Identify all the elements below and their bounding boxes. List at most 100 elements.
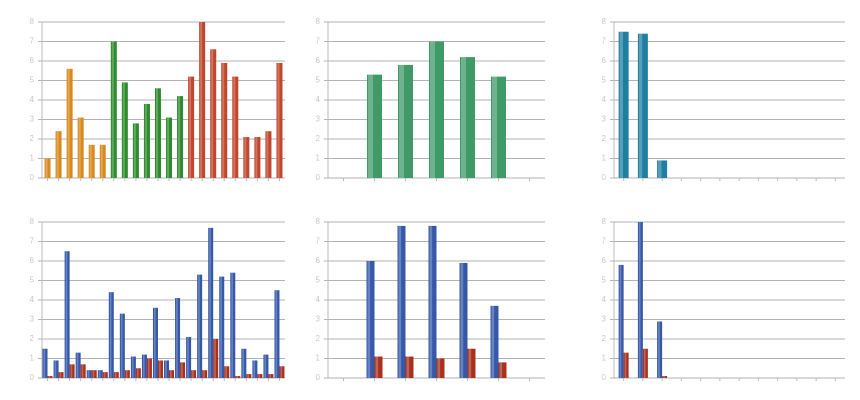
- bar: [397, 225, 406, 378]
- bar-shine: [136, 368, 139, 378]
- y-tick-label: 2: [316, 334, 321, 343]
- y-tick-label: 0: [316, 373, 321, 382]
- bar-shine: [247, 374, 250, 378]
- bar-shine: [658, 321, 660, 378]
- bar: [498, 362, 507, 378]
- bar: [276, 62, 283, 179]
- y-tick-label: 5: [316, 276, 321, 285]
- bar-shine: [45, 158, 48, 178]
- y-tick-label: 5: [316, 76, 321, 85]
- bar-shine: [153, 307, 156, 378]
- bar-shine: [114, 372, 117, 378]
- y-tick-label: 4: [602, 95, 607, 104]
- bar: [241, 348, 247, 378]
- y-tick-label: 6: [30, 56, 35, 65]
- y-tick-label: 2: [30, 134, 35, 143]
- bar: [618, 31, 629, 178]
- bar: [42, 348, 48, 378]
- bar-shine: [231, 272, 233, 378]
- bar-shine: [244, 137, 247, 178]
- y-tick-label: 4: [30, 95, 35, 104]
- y-tick-label: 8: [316, 217, 321, 226]
- bar: [180, 362, 186, 378]
- bar: [657, 321, 663, 378]
- bar-shine: [120, 313, 123, 378]
- bar: [254, 137, 261, 178]
- bar: [398, 64, 413, 178]
- bar: [97, 370, 103, 378]
- y-tick-label: 2: [30, 334, 35, 343]
- bar-shine: [429, 225, 433, 378]
- bar-shine: [189, 76, 192, 178]
- bar: [175, 298, 181, 378]
- bar: [274, 290, 280, 378]
- y-tick-label: 7: [30, 237, 35, 246]
- bar-shine: [242, 348, 245, 378]
- y-tick-label: 3: [316, 315, 321, 324]
- bar: [491, 76, 506, 178]
- bar: [135, 368, 141, 378]
- y-tick-label: 1: [602, 354, 607, 363]
- bar-shine: [214, 339, 216, 378]
- y-tick-label: 4: [316, 95, 321, 104]
- bar: [460, 57, 475, 178]
- y-tick-label: 2: [602, 334, 607, 343]
- bar-shine: [222, 62, 225, 179]
- bar: [86, 370, 92, 378]
- bar: [143, 103, 150, 178]
- bar-shine: [70, 364, 73, 378]
- y-tick-label: 1: [316, 154, 321, 163]
- bar: [47, 376, 53, 378]
- bar-shine: [181, 362, 183, 378]
- bar-shine: [165, 360, 167, 378]
- bar-shine: [142, 354, 145, 378]
- bar: [53, 360, 59, 378]
- bar: [246, 374, 252, 378]
- bar-shine: [81, 364, 84, 378]
- bar: [75, 352, 81, 378]
- bar: [113, 372, 119, 378]
- bar-shine: [167, 117, 170, 178]
- bar: [197, 274, 203, 378]
- bar-shine: [125, 370, 128, 378]
- bar-shine: [209, 227, 211, 378]
- bar: [202, 370, 208, 378]
- bar-shine: [178, 96, 181, 178]
- bar-shine: [258, 374, 261, 378]
- y-tick-label: 5: [602, 276, 607, 285]
- bar: [108, 292, 114, 378]
- bar-shine: [624, 352, 627, 378]
- bar-shine: [280, 366, 283, 378]
- bar-shine: [220, 276, 222, 378]
- bar: [88, 144, 95, 178]
- bar-shine: [468, 348, 472, 378]
- y-tick-label: 7: [316, 237, 321, 246]
- bar-shine: [65, 251, 68, 378]
- bar-shine: [122, 82, 125, 178]
- bar: [224, 366, 230, 378]
- bar: [64, 251, 70, 378]
- bar: [77, 117, 84, 178]
- y-tick-label: 3: [30, 315, 35, 324]
- bar: [166, 117, 173, 178]
- bar-shine: [87, 370, 90, 378]
- bar: [265, 131, 272, 178]
- bar: [146, 358, 152, 378]
- bar: [124, 370, 130, 378]
- bar-shine: [460, 262, 464, 378]
- y-tick-label: 1: [30, 354, 35, 363]
- bar-shine: [398, 225, 402, 378]
- y-tick-label: 1: [30, 154, 35, 163]
- bar-shine: [492, 76, 497, 178]
- bar-shine: [236, 376, 238, 378]
- y-tick-label: 0: [602, 373, 607, 382]
- y-tick-label: 5: [602, 76, 607, 85]
- bar: [191, 370, 197, 378]
- y-tick-label: 3: [316, 115, 321, 124]
- bar-shine: [170, 370, 172, 378]
- bar-shine: [275, 290, 278, 378]
- bar: [467, 348, 476, 378]
- bar-shine: [619, 264, 622, 378]
- bar-shine: [92, 370, 95, 378]
